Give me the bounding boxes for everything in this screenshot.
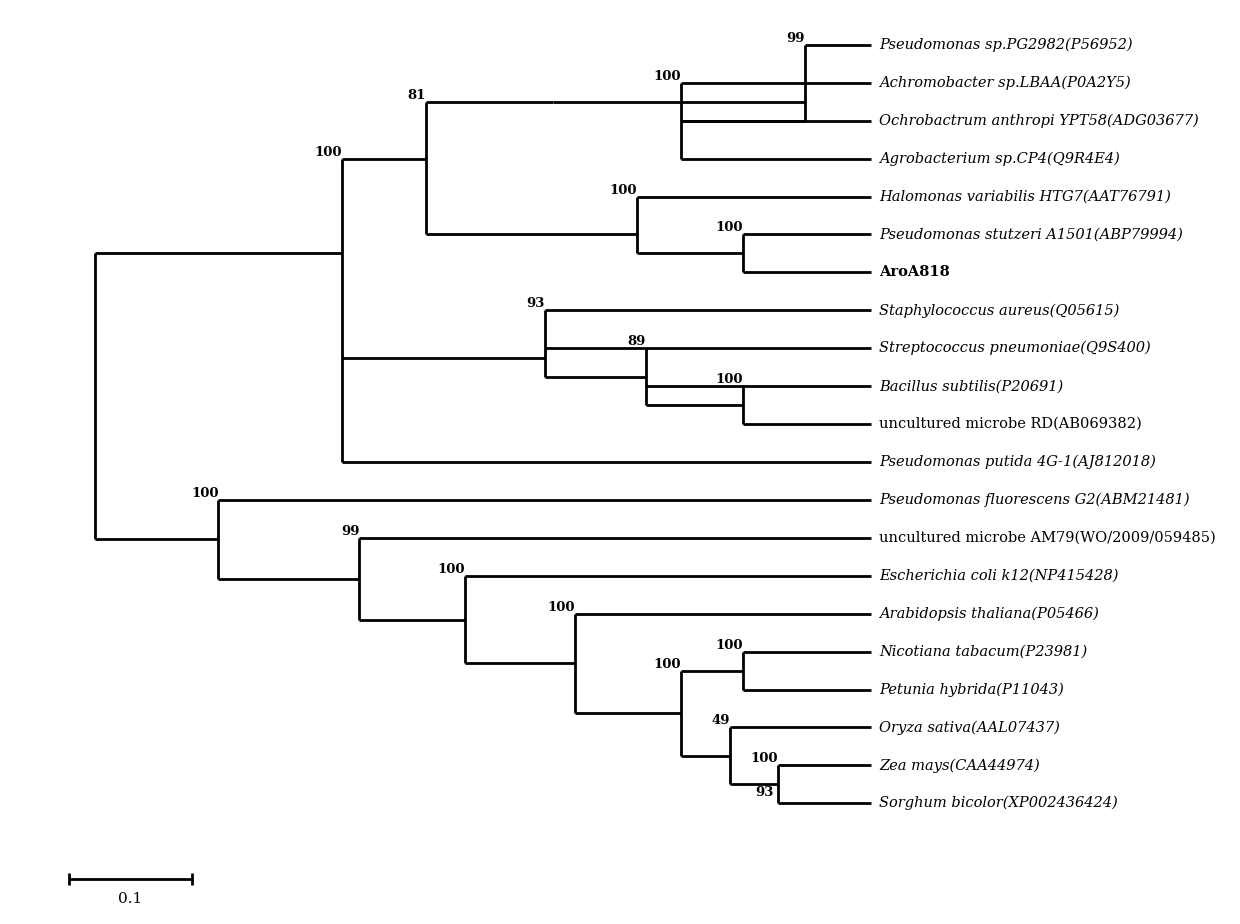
Text: Escherichia coli k12(NP415428): Escherichia coli k12(NP415428): [879, 569, 1118, 583]
Text: 100: 100: [715, 638, 743, 651]
Text: Pseudomonas putida 4G-1(AJ812018): Pseudomonas putida 4G-1(AJ812018): [879, 455, 1156, 469]
Text: 93: 93: [755, 786, 774, 799]
Text: 89: 89: [627, 335, 646, 348]
Text: 100: 100: [548, 601, 575, 614]
Text: Petunia hybrida(P11043): Petunia hybrida(P11043): [879, 682, 1064, 697]
Text: Pseudomonas sp.PG2982(P56952): Pseudomonas sp.PG2982(P56952): [879, 38, 1133, 52]
Text: uncultured microbe AM79(WO/2009/059485): uncultured microbe AM79(WO/2009/059485): [879, 531, 1216, 545]
Text: 100: 100: [653, 658, 681, 671]
Text: Streptococcus pneumoniae(Q9S400): Streptococcus pneumoniae(Q9S400): [879, 341, 1151, 356]
Text: 99: 99: [786, 31, 805, 45]
Text: Nicotiana tabacum(P23981): Nicotiana tabacum(P23981): [879, 645, 1087, 659]
Text: Oryza sativa(AAL07437): Oryza sativa(AAL07437): [879, 720, 1060, 735]
Text: 81: 81: [407, 89, 425, 102]
Text: 100: 100: [191, 487, 218, 500]
Text: Achromobacter sp.LBAA(P0A2Y5): Achromobacter sp.LBAA(P0A2Y5): [879, 76, 1131, 90]
Text: 99: 99: [341, 525, 360, 538]
Text: Pseudomonas fluorescens G2(ABM21481): Pseudomonas fluorescens G2(ABM21481): [879, 492, 1190, 507]
Text: Pseudomonas stutzeri A1501(ABP79994): Pseudomonas stutzeri A1501(ABP79994): [879, 227, 1183, 241]
Text: 93: 93: [526, 298, 544, 310]
Text: Staphylococcus aureus(Q05615): Staphylococcus aureus(Q05615): [879, 303, 1120, 318]
Text: Ochrobactrum anthropi YPT58(ADG03677): Ochrobactrum anthropi YPT58(ADG03677): [879, 114, 1199, 128]
Text: 100: 100: [314, 146, 342, 159]
Text: 0.1: 0.1: [118, 893, 143, 906]
Text: 100: 100: [653, 70, 681, 83]
Text: Halomonas variabilis HTG7(AAT76791): Halomonas variabilis HTG7(AAT76791): [879, 189, 1172, 203]
Text: AroA818: AroA818: [879, 265, 950, 279]
Text: uncultured microbe RD(AB069382): uncultured microbe RD(AB069382): [879, 417, 1142, 432]
Text: 100: 100: [715, 373, 743, 386]
Text: 100: 100: [610, 184, 637, 197]
Text: Zea mays(CAA44974): Zea mays(CAA44974): [879, 759, 1040, 772]
Text: 100: 100: [715, 222, 743, 235]
Text: 100: 100: [438, 563, 465, 576]
Text: Arabidopsis thaliana(P05466): Arabidopsis thaliana(P05466): [879, 606, 1100, 621]
Text: Bacillus subtilis(P20691): Bacillus subtilis(P20691): [879, 379, 1064, 393]
Text: 49: 49: [711, 714, 729, 727]
Text: Agrobacterium sp.CP4(Q9R4E4): Agrobacterium sp.CP4(Q9R4E4): [879, 152, 1120, 165]
Text: 100: 100: [750, 752, 777, 765]
Text: Sorghum bicolor(XP002436424): Sorghum bicolor(XP002436424): [879, 796, 1118, 810]
